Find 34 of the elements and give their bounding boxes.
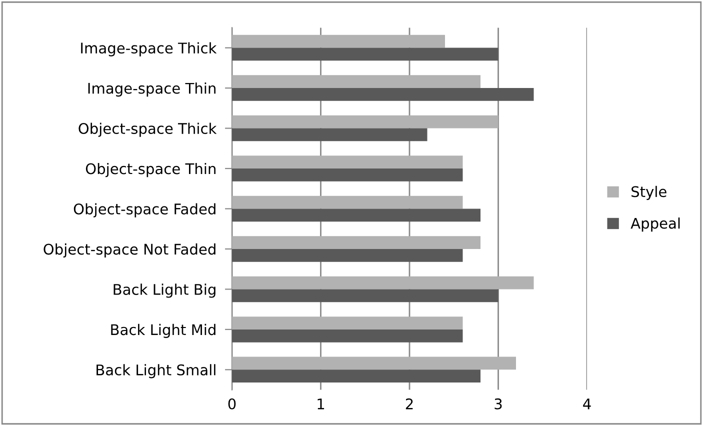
x-tick-label: 3 (494, 398, 502, 410)
y-tick-label: Back Light Mid (111, 324, 216, 338)
bar (232, 276, 534, 290)
bar (232, 88, 534, 101)
bar (232, 370, 480, 383)
legend-label: Appeal (630, 217, 680, 232)
y-tick-label: Object-space Not Faded (44, 243, 216, 258)
bar (232, 156, 463, 169)
bar (232, 196, 463, 209)
bar (232, 208, 480, 222)
bar (232, 316, 463, 330)
y-tick-label: Object-space Faded (74, 203, 216, 218)
y-tick-label: Object-space Thin (86, 162, 216, 178)
x-tick-label: 4 (583, 398, 591, 410)
y-tick-label: Back Light Big (114, 284, 216, 298)
y-tick-label: Back Light Small (96, 364, 216, 378)
legend-label: Style (632, 186, 666, 200)
bar (232, 34, 445, 48)
y-tick-label: Image-space Thick (81, 42, 217, 56)
bar (232, 75, 480, 88)
bar (232, 236, 480, 249)
y-tick-label: Object-space Thick (78, 122, 217, 137)
bar (232, 248, 463, 262)
bar (232, 289, 498, 302)
x-tick-label: 1 (318, 398, 324, 410)
bar (232, 128, 428, 142)
bar (232, 356, 516, 370)
bar (232, 329, 463, 342)
x-tick-label: 2 (406, 398, 413, 410)
x-tick-label: 0 (228, 398, 236, 410)
bar (232, 48, 498, 61)
bar (232, 168, 463, 182)
y-tick-label: Image-space Thin (88, 82, 216, 97)
bar (232, 115, 498, 128)
